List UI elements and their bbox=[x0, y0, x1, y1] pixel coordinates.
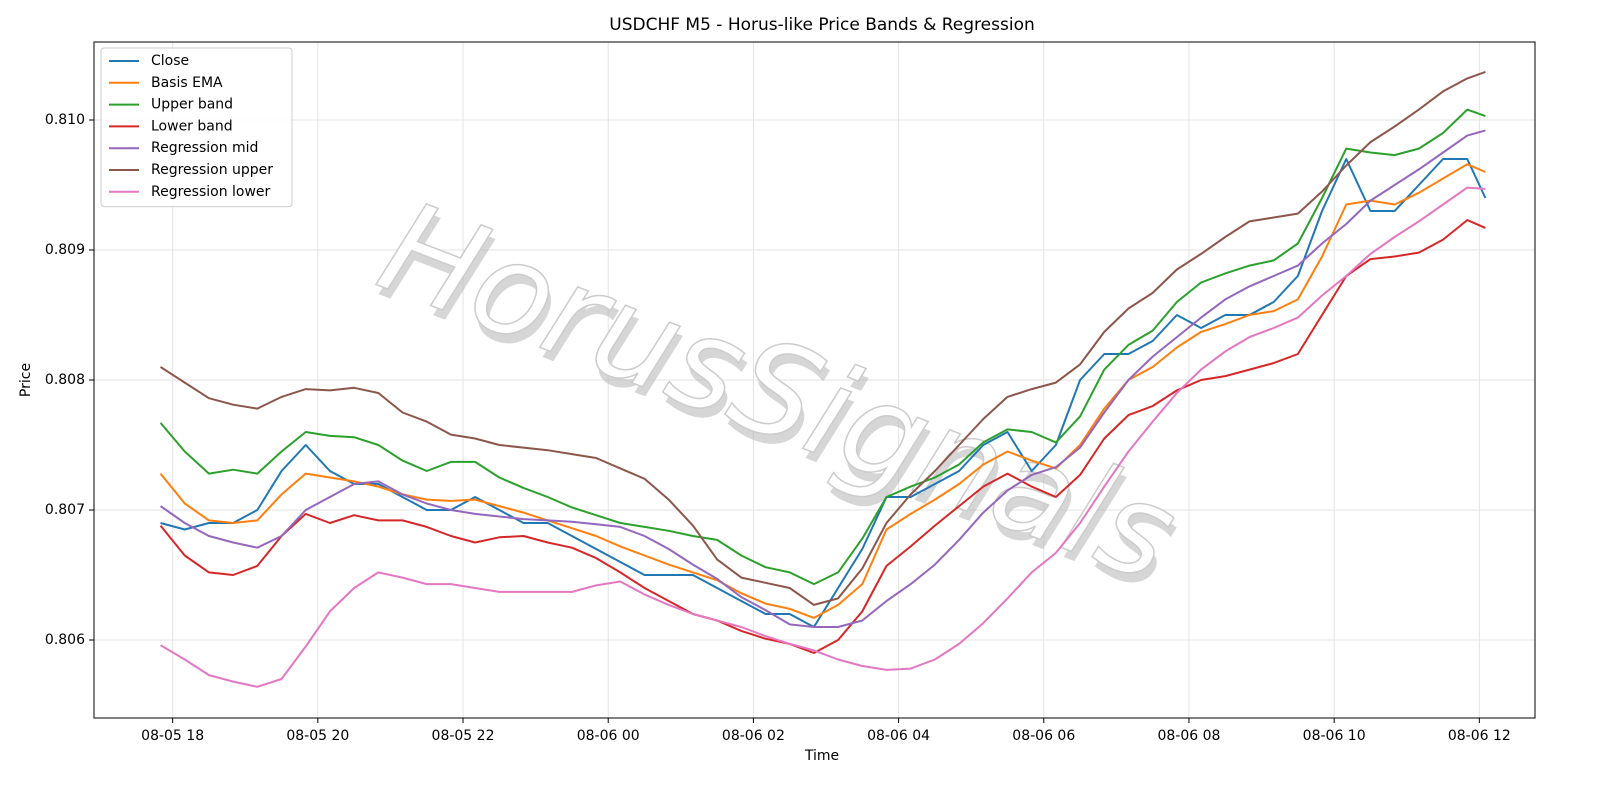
legend-label: Regression upper bbox=[151, 162, 273, 178]
y-tick-label: 0.810 bbox=[45, 112, 85, 128]
legend-label: Regression lower bbox=[151, 184, 271, 200]
series-line bbox=[159, 219, 1486, 654]
series-line bbox=[159, 108, 1486, 586]
chart-title: USDCHF M5 - Horus-like Price Bands & Reg… bbox=[609, 15, 1035, 35]
legend-label: Lower band bbox=[151, 118, 233, 134]
legend-box bbox=[100, 47, 293, 208]
series-line bbox=[159, 129, 1486, 628]
legend-label: Close bbox=[151, 53, 189, 69]
series-line bbox=[159, 163, 1486, 619]
legend-label: Regression mid bbox=[151, 140, 258, 156]
x-tick-label: 08-06 06 bbox=[1012, 728, 1075, 744]
x-tick-label: 08-05 20 bbox=[286, 728, 349, 744]
x-tick-label: 08-06 04 bbox=[867, 728, 930, 744]
axes: 08-05 18 08-05 20 08-05 22 08-06 00 08-06 02… bbox=[45, 112, 1511, 744]
x-tick-label: 08-05 18 bbox=[141, 728, 204, 744]
x-tick-label: 08-06 08 bbox=[1157, 728, 1220, 744]
series-line bbox=[159, 70, 1486, 606]
x-tick-label: 08-05 22 bbox=[432, 728, 495, 744]
y-axis-label: Price bbox=[18, 363, 34, 397]
y-tick-label: 0.808 bbox=[45, 372, 85, 388]
grid bbox=[94, 42, 1535, 718]
legend: Close Basis EMA Upper band Lower band Regres… bbox=[100, 47, 293, 208]
x-tick-label: 08-06 10 bbox=[1303, 728, 1366, 744]
lines bbox=[159, 70, 1487, 688]
y-tick-label: 0.809 bbox=[45, 242, 85, 258]
y-tick-label: 0.806 bbox=[45, 632, 85, 648]
x-tick-label: 08-06 02 bbox=[722, 728, 785, 744]
legend-label: Basis EMA bbox=[151, 75, 223, 91]
x-tick-label: 08-06 12 bbox=[1448, 728, 1511, 744]
series-line bbox=[160, 186, 1486, 688]
series-line bbox=[160, 158, 1487, 628]
x-axis-label: Time bbox=[804, 748, 839, 764]
x-tick-label: 08-06 00 bbox=[577, 728, 640, 744]
y-tick-label: 0.807 bbox=[45, 502, 85, 518]
legend-label: Upper band bbox=[151, 97, 233, 113]
